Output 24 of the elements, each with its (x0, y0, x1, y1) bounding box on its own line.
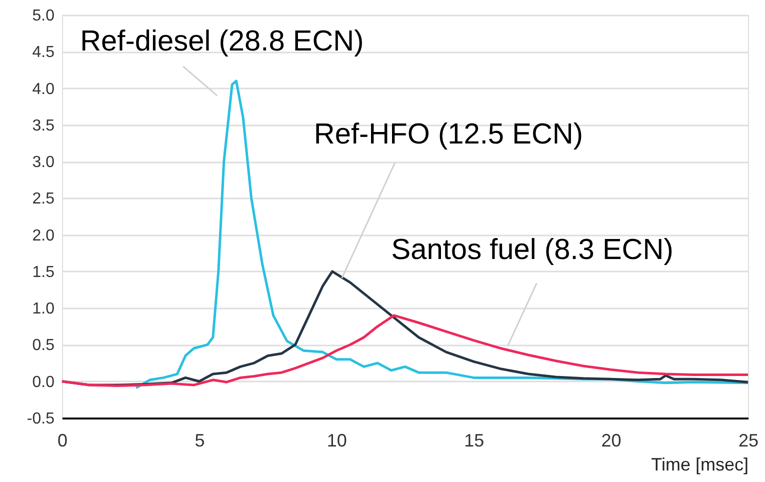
y-tick-label: 4.5 (32, 44, 55, 62)
y-tick-label: 3.0 (32, 154, 55, 172)
x-tick-label: 20 (601, 430, 622, 450)
text: Ref-HFO (12.5 ECN) (314, 118, 584, 150)
y-tick-label: 0.5 (32, 337, 55, 354)
x-axis-title: Time [msec] (651, 454, 748, 474)
series-label: Ref-diesel (28.8 ECN) (80, 25, 364, 58)
y-tick-label: 4.0 (32, 80, 55, 98)
series-label: Santos fuel (8.3 ECN) (391, 234, 674, 266)
y-tick-label: 1.5 (32, 264, 55, 281)
y-tick-label: 0.0 (32, 374, 55, 391)
x-tick-label: 15 (464, 430, 484, 450)
y-tick-label: 2.0 (32, 227, 55, 244)
y-tick-label: 1.0 (32, 300, 55, 318)
x-tick-label: 10 (326, 430, 347, 450)
y-tick-label: -0.5 (26, 410, 55, 428)
x-tick-label: 0 (57, 430, 68, 450)
x-tick-label: 25 (738, 430, 759, 450)
y-tick-label: 2.5 (32, 190, 55, 208)
line-series (134, 80, 750, 390)
x-tick-label: 5 (194, 430, 205, 450)
y-tick-label: 5.0 (32, 8, 55, 24)
y-tick-label: 3.5 (32, 117, 55, 134)
line-series (60, 314, 750, 388)
